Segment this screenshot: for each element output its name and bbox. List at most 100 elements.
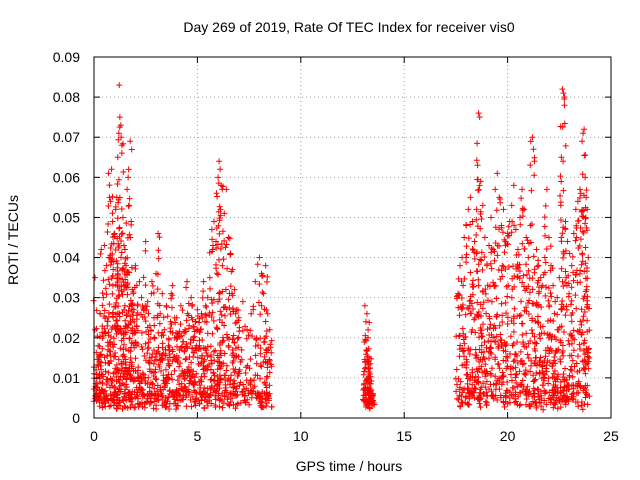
data-point-marker xyxy=(146,384,153,391)
data-point-marker xyxy=(579,329,586,336)
data-point-marker xyxy=(569,357,576,364)
data-point-marker xyxy=(261,353,268,360)
data-point-marker xyxy=(199,336,206,343)
data-point-marker xyxy=(505,282,512,289)
data-point-marker xyxy=(168,295,175,302)
data-point-marker xyxy=(546,303,553,310)
data-point-marker xyxy=(477,208,484,215)
data-point-marker xyxy=(531,394,538,401)
data-point-marker xyxy=(168,321,175,328)
data-point-marker xyxy=(584,401,591,408)
data-point-marker xyxy=(582,174,589,181)
data-point-marker xyxy=(219,288,226,295)
data-point-marker xyxy=(496,322,503,329)
data-point-marker xyxy=(218,311,225,318)
data-point-marker xyxy=(166,405,173,412)
data-point-marker xyxy=(501,249,508,256)
data-point-marker xyxy=(247,381,254,388)
data-point-marker xyxy=(511,222,518,229)
data-point-marker xyxy=(174,334,181,341)
data-point-marker xyxy=(460,282,467,289)
data-point-marker xyxy=(561,383,568,390)
data-point-marker xyxy=(204,385,211,392)
data-point-marker xyxy=(463,254,470,261)
data-point-marker xyxy=(268,337,275,344)
data-point-marker xyxy=(201,370,208,377)
data-point-marker xyxy=(543,368,550,375)
data-point-marker xyxy=(469,374,476,381)
data-point-marker xyxy=(209,309,216,316)
data-point-marker xyxy=(366,405,373,412)
data-point-marker xyxy=(194,306,201,313)
data-point-marker xyxy=(207,366,214,373)
data-point-marker xyxy=(478,216,485,223)
data-point-marker xyxy=(178,386,185,393)
data-point-marker xyxy=(523,271,530,278)
y-axis-label: ROTI / TECUs xyxy=(5,195,21,285)
data-point-marker xyxy=(109,218,116,225)
data-point-marker xyxy=(264,360,271,367)
data-point-marker xyxy=(121,341,128,348)
data-point-marker xyxy=(266,369,273,376)
data-point-marker xyxy=(456,333,463,340)
data-point-marker xyxy=(91,326,98,333)
data-point-marker xyxy=(118,142,125,149)
data-point-marker xyxy=(106,403,113,410)
data-point-marker xyxy=(232,366,239,373)
data-point-marker xyxy=(219,319,226,326)
data-point-marker xyxy=(99,379,106,386)
data-point-marker xyxy=(239,327,246,334)
data-point-marker xyxy=(554,376,561,383)
data-point-marker xyxy=(127,348,134,355)
data-point-marker xyxy=(254,261,261,268)
data-point-marker xyxy=(500,373,507,380)
data-point-marker xyxy=(524,383,531,390)
data-point-marker xyxy=(502,342,509,349)
data-point-marker xyxy=(180,329,187,336)
data-point-marker xyxy=(199,352,206,359)
data-point-marker xyxy=(554,405,561,412)
data-point-marker xyxy=(99,345,106,352)
data-point-marker xyxy=(499,262,506,269)
data-point-marker xyxy=(536,288,543,295)
data-point-marker xyxy=(562,312,569,319)
data-point-marker xyxy=(121,306,128,313)
data-point-marker xyxy=(560,370,567,377)
data-point-marker xyxy=(208,226,215,233)
data-point-marker xyxy=(583,283,590,290)
data-point-marker xyxy=(492,354,499,361)
data-point-marker xyxy=(261,379,268,386)
data-point-marker xyxy=(125,174,132,181)
data-point-marker xyxy=(576,194,583,201)
data-point-marker xyxy=(541,254,548,261)
data-point-marker xyxy=(97,250,104,257)
data-point-marker xyxy=(184,278,191,285)
data-point-marker xyxy=(257,362,264,369)
data-point-marker xyxy=(532,376,539,383)
data-point-marker xyxy=(168,371,175,378)
data-point-marker xyxy=(134,301,141,308)
data-point-marker xyxy=(254,372,261,379)
data-point-marker xyxy=(165,335,172,342)
data-point-marker xyxy=(192,379,199,386)
data-point-marker xyxy=(496,195,503,202)
data-point-marker xyxy=(114,322,121,329)
data-point-marker xyxy=(550,318,557,325)
data-point-marker xyxy=(468,300,475,307)
data-point-marker xyxy=(116,124,123,131)
data-point-marker xyxy=(103,291,110,298)
data-point-marker xyxy=(488,338,495,345)
data-point-marker xyxy=(534,263,541,270)
data-point-marker xyxy=(511,283,518,290)
data-point-marker xyxy=(363,310,370,317)
data-point-marker xyxy=(164,397,171,404)
data-point-marker xyxy=(513,379,520,386)
data-point-marker xyxy=(190,349,197,356)
data-point-marker xyxy=(493,295,500,302)
data-point-marker xyxy=(488,372,495,379)
data-point-marker xyxy=(517,358,524,365)
data-point-marker xyxy=(96,351,103,358)
data-point-marker xyxy=(570,277,577,284)
data-point-marker xyxy=(537,354,544,361)
data-point-marker xyxy=(559,124,566,131)
